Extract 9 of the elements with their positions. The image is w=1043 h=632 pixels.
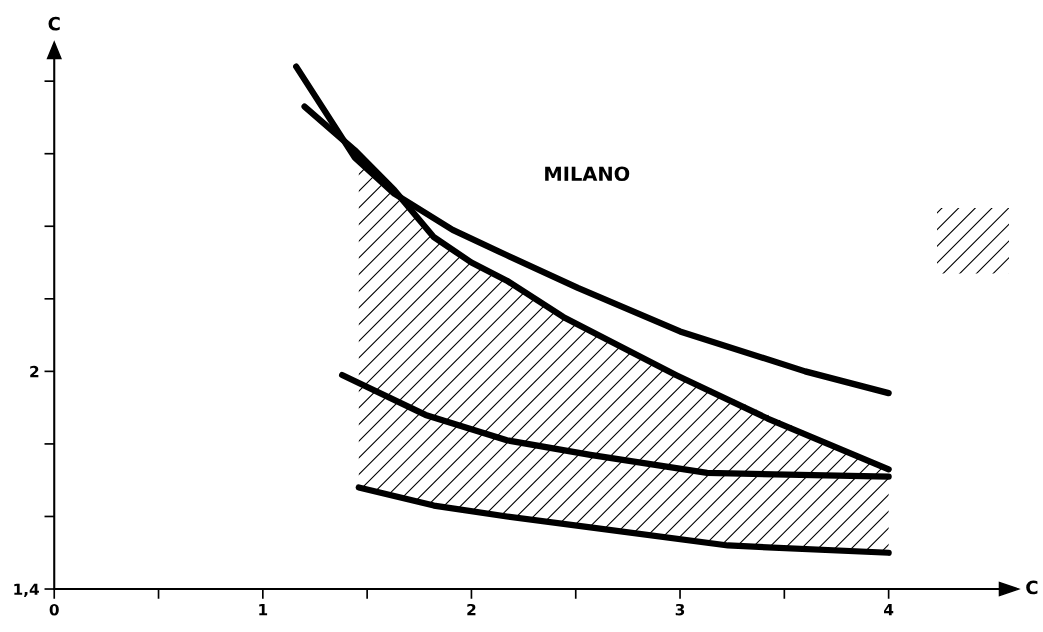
x-tick-label: 3 — [675, 603, 685, 616]
x-tick-label: 4 — [884, 604, 894, 616]
x-axis-title: C — [1026, 580, 1038, 595]
annotation: MILANO — [545, 166, 630, 182]
x-tick-label: 2 — [467, 603, 476, 616]
x-tick-label: 1 — [259, 604, 268, 616]
y-tick-label: 1,4 — [14, 583, 39, 597]
x-tick-label: 0 — [49, 603, 59, 616]
y-axis-title: C — [48, 16, 60, 31]
